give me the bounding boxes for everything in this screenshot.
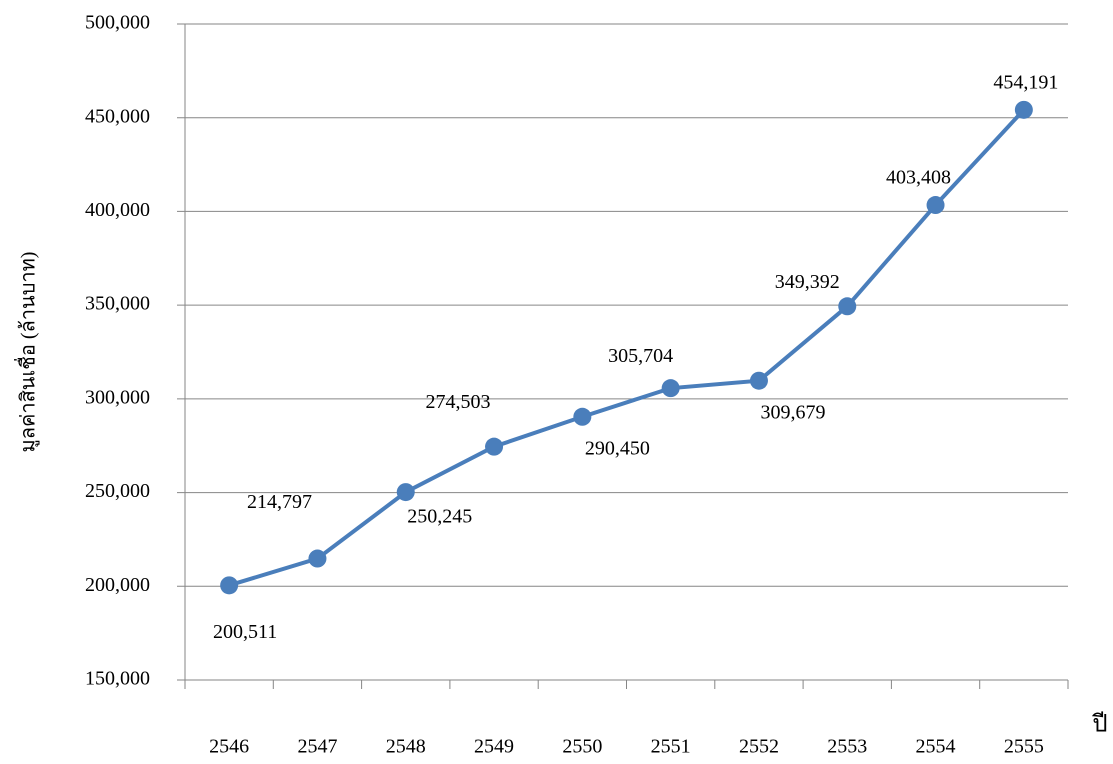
value-label: 200,511 bbox=[213, 621, 277, 643]
x-tick-label: 2551 bbox=[651, 736, 691, 758]
x-tick-label: 2552 bbox=[739, 736, 779, 758]
point bbox=[396, 483, 415, 502]
value-label: 274,503 bbox=[426, 391, 491, 413]
y-tick-label: 500,000 bbox=[85, 12, 150, 34]
point bbox=[926, 196, 945, 215]
y-axis-label: มูลค่าสินเชื่อ (ล้านบาท) bbox=[14, 252, 41, 453]
point bbox=[749, 371, 768, 390]
y-tick-label: 250,000 bbox=[85, 480, 150, 502]
point bbox=[573, 407, 592, 426]
x-tick-label: 2547 bbox=[297, 736, 337, 758]
value-label: 250,245 bbox=[407, 506, 472, 528]
y-tick-label: 400,000 bbox=[85, 199, 150, 221]
value-label: 214,797 bbox=[247, 491, 312, 513]
series-line bbox=[228, 108, 1026, 588]
x-tick-label: 2546 bbox=[209, 736, 249, 758]
value-label: 290,450 bbox=[585, 437, 650, 459]
x-tick-label: 2549 bbox=[474, 736, 514, 758]
x-axis-label: ปี bbox=[1091, 711, 1107, 738]
point bbox=[838, 297, 857, 316]
y-tick-label: 300,000 bbox=[85, 386, 150, 408]
value-label: 305,704 bbox=[608, 345, 673, 367]
point bbox=[1014, 100, 1033, 119]
point bbox=[485, 437, 504, 456]
point bbox=[661, 379, 680, 398]
point bbox=[220, 576, 239, 595]
point bbox=[308, 549, 327, 568]
value-label: 309,679 bbox=[760, 401, 825, 423]
y-tick-label: 450,000 bbox=[85, 105, 150, 127]
y-tick-label: 150,000 bbox=[85, 668, 150, 690]
value-label: 349,392 bbox=[775, 271, 840, 293]
x-tick-label: 2553 bbox=[827, 736, 867, 758]
y-tick-label: 200,000 bbox=[85, 574, 150, 596]
value-label: 454,191 bbox=[993, 71, 1058, 93]
value-label: 403,408 bbox=[886, 167, 951, 189]
x-tick-label: 2554 bbox=[916, 736, 956, 758]
x-tick-label: 2555 bbox=[1004, 736, 1044, 758]
y-tick-label: 350,000 bbox=[85, 293, 150, 315]
x-tick-label: 2548 bbox=[386, 736, 426, 758]
x-tick-label: 2550 bbox=[562, 736, 602, 758]
